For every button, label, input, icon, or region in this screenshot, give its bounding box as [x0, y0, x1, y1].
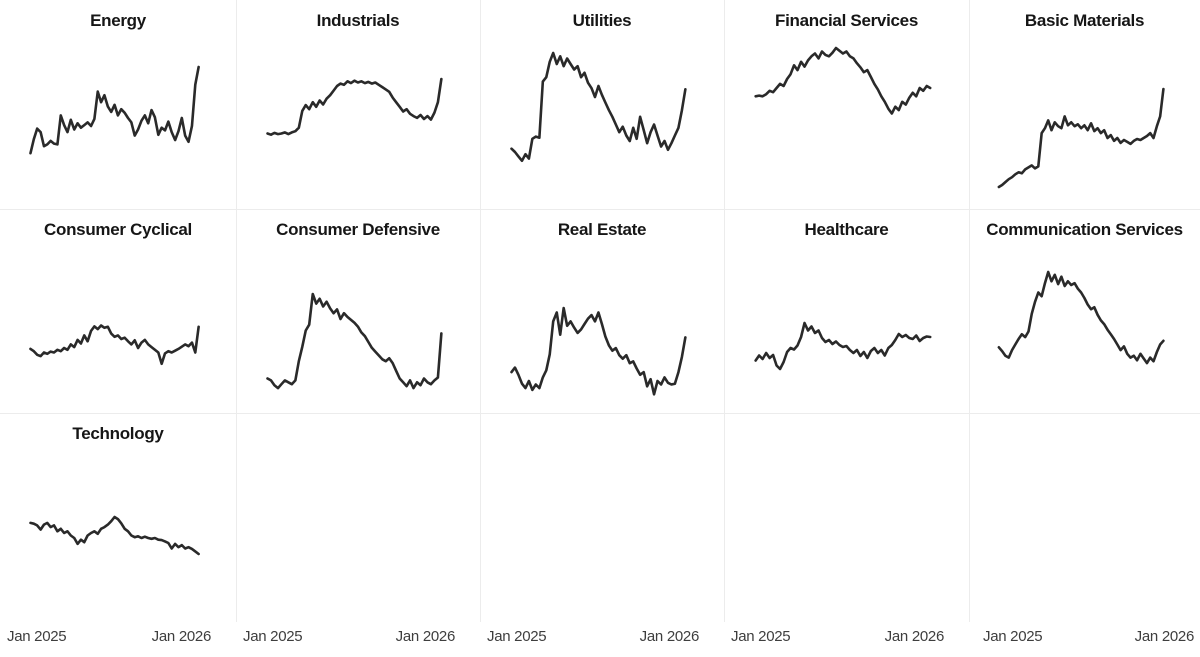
financial-services-sparkline: [724, 0, 969, 209]
panel-title-communication-services: Communication Services: [986, 220, 1183, 239]
panel-consumer-defensive: Consumer Defensive: [236, 209, 480, 413]
panel-consumer-cyclical: Consumer Cyclical: [0, 209, 236, 413]
panel-industrials: Industrials: [236, 0, 480, 209]
consumer-cyclical-sparkline: [0, 209, 236, 413]
industrials-sparkline: [236, 0, 480, 209]
x-axis-col-3: Jan 2025 Jan 2026: [480, 617, 724, 657]
communication-services-sparkline: [969, 209, 1200, 413]
x-tick-label: Jan 2026: [151, 628, 212, 645]
x-tick-label: Jan 2026: [884, 628, 945, 645]
panel-title-real-estate: Real Estate: [557, 220, 647, 239]
row-divider: [0, 209, 1200, 210]
column-divider: [236, 0, 237, 622]
x-axis-col-4: Jan 2025 Jan 2026: [724, 617, 969, 657]
panel-title-healthcare: Healthcare: [804, 220, 889, 239]
panel-title-utilities: Utilities: [572, 11, 632, 30]
panel-real-estate: Real Estate: [480, 209, 724, 413]
x-axis-col-5: Jan 2025 Jan 2026: [969, 617, 1200, 657]
panel-title-technology: Technology: [72, 424, 164, 443]
x-tick-label: Jan 2025: [731, 628, 791, 645]
technology-sparkline: [0, 413, 236, 617]
panel-healthcare: Healthcare: [724, 209, 969, 413]
empty-panel: [724, 413, 969, 617]
x-axis-row: Jan 2025 Jan 2026 Jan 2025 Jan 2026 Jan …: [0, 617, 1200, 657]
utilities-sparkline: [480, 0, 724, 209]
energy-sparkline: [0, 0, 236, 209]
panel-energy: Energy: [0, 0, 236, 209]
panel-title-basic-materials: Basic Materials: [1024, 11, 1145, 30]
panel-basic-materials: Basic Materials: [969, 0, 1200, 209]
x-tick-label: Jan 2025: [7, 628, 67, 645]
empty-panel: [480, 413, 724, 617]
column-divider: [969, 0, 970, 622]
x-tick-label: Jan 2025: [983, 628, 1043, 645]
empty-panel: [969, 413, 1200, 617]
x-axis-col-1: Jan 2025 Jan 2026: [0, 617, 236, 657]
column-divider: [480, 0, 481, 622]
panel-technology: Technology: [0, 413, 236, 617]
x-tick-label: Jan 2026: [395, 628, 456, 645]
sparkline-grid: Energy Industrials Utilities Financial S…: [0, 0, 1200, 617]
panel-title-energy: Energy: [90, 11, 146, 30]
panel-title-consumer-defensive: Consumer Defensive: [276, 220, 440, 239]
x-tick-label: Jan 2025: [487, 628, 547, 645]
x-tick-label: Jan 2026: [639, 628, 700, 645]
consumer-defensive-sparkline: [236, 209, 480, 413]
panel-title-financial-services: Financial Services: [775, 11, 918, 30]
panel-title-consumer-cyclical: Consumer Cyclical: [44, 220, 192, 239]
x-tick-label: Jan 2025: [243, 628, 303, 645]
healthcare-sparkline: [724, 209, 969, 413]
panel-communication-services: Communication Services: [969, 209, 1200, 413]
x-axis-col-2: Jan 2025 Jan 2026: [236, 617, 480, 657]
panel-utilities: Utilities: [480, 0, 724, 209]
column-divider: [724, 0, 725, 622]
basic-materials-sparkline: [969, 0, 1200, 209]
empty-panel: [236, 413, 480, 617]
panel-financial-services: Financial Services: [724, 0, 969, 209]
real-estate-sparkline: [480, 209, 724, 413]
x-tick-label: Jan 2026: [1134, 628, 1195, 645]
panel-title-industrials: Industrials: [316, 11, 400, 30]
row-divider: [0, 413, 1200, 414]
